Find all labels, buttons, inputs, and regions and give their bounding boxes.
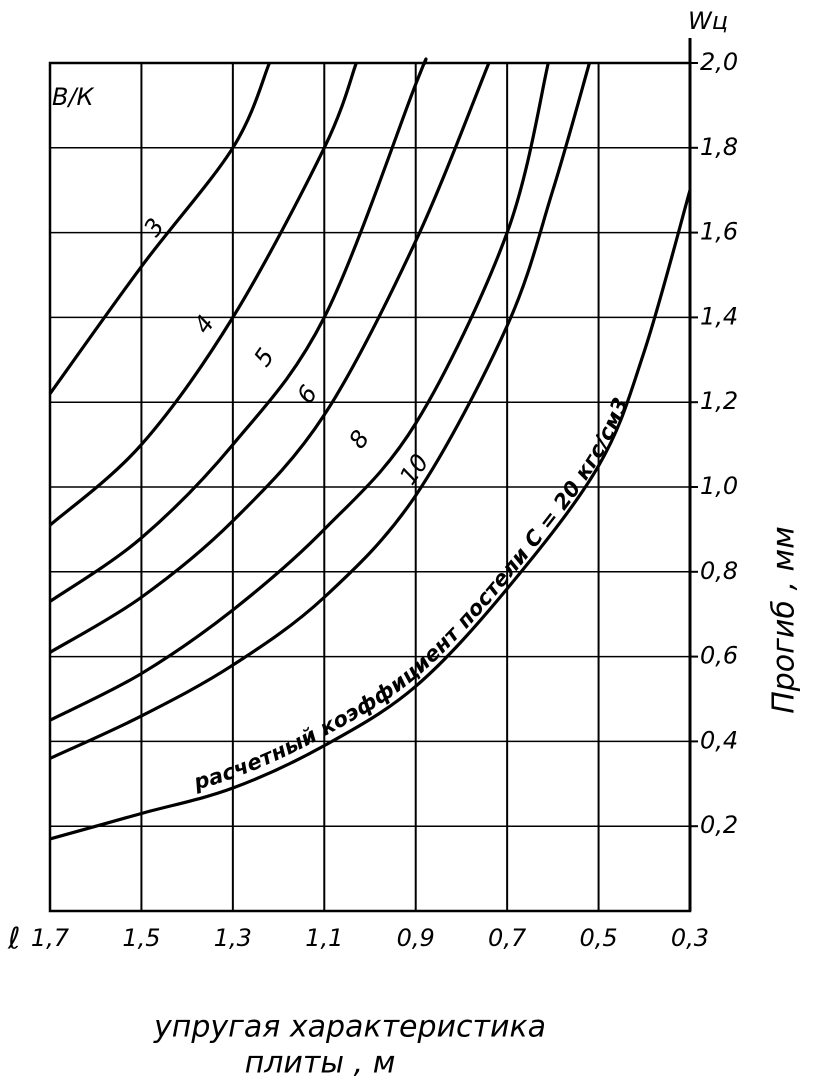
curve bbox=[49, 62, 491, 654]
y-tick-label: 0,4 bbox=[700, 726, 738, 754]
curve-label: 8 bbox=[343, 425, 375, 454]
curve-label: 10 bbox=[394, 449, 434, 490]
curve bbox=[49, 189, 692, 841]
x-tick-label: 0,5 bbox=[579, 924, 617, 952]
x-tick-label: 0,7 bbox=[488, 924, 527, 952]
curve bbox=[48, 62, 358, 527]
y-tick-label: 1,2 bbox=[700, 387, 738, 415]
curve bbox=[49, 57, 428, 603]
corner-label: В/К bbox=[52, 83, 95, 111]
y-tick-label: 2,0 bbox=[700, 48, 738, 76]
y-tick-label: 0,2 bbox=[700, 811, 738, 839]
curve-label: 5 bbox=[248, 343, 280, 372]
curve bbox=[48, 62, 271, 395]
x-axis-label: плиты , м bbox=[245, 1046, 396, 1081]
x-tick-label: 1,3 bbox=[214, 924, 252, 952]
y-tick-label: 1,4 bbox=[700, 302, 738, 330]
y-tick-label: 1,6 bbox=[700, 218, 738, 246]
y-top-label: Wц bbox=[688, 7, 728, 35]
curve bbox=[49, 62, 591, 760]
x-tick-label: 1,1 bbox=[305, 924, 343, 952]
x-tick-label: 0,3 bbox=[671, 924, 709, 952]
x-axis-symbol: ℓ bbox=[7, 922, 20, 957]
y-tick-label: 0,8 bbox=[700, 557, 738, 585]
x-axis-label: упругая характеристика bbox=[153, 1010, 546, 1045]
x-tick-label: 0,9 bbox=[397, 924, 435, 952]
curve-label: 4 bbox=[188, 310, 220, 339]
x-tick-label: 1,7 bbox=[31, 924, 70, 952]
y-tick-label: 1,8 bbox=[700, 133, 738, 161]
annotation-path bbox=[50, 174, 690, 823]
curve-label: 6 bbox=[291, 380, 323, 409]
curve bbox=[49, 62, 550, 722]
x-tick-label: 1,5 bbox=[122, 924, 160, 952]
y-tick-label: 0,6 bbox=[700, 642, 738, 670]
y-axis-label: Прогиб , мм bbox=[767, 526, 802, 714]
y-tick-label: 1,0 bbox=[700, 472, 738, 500]
